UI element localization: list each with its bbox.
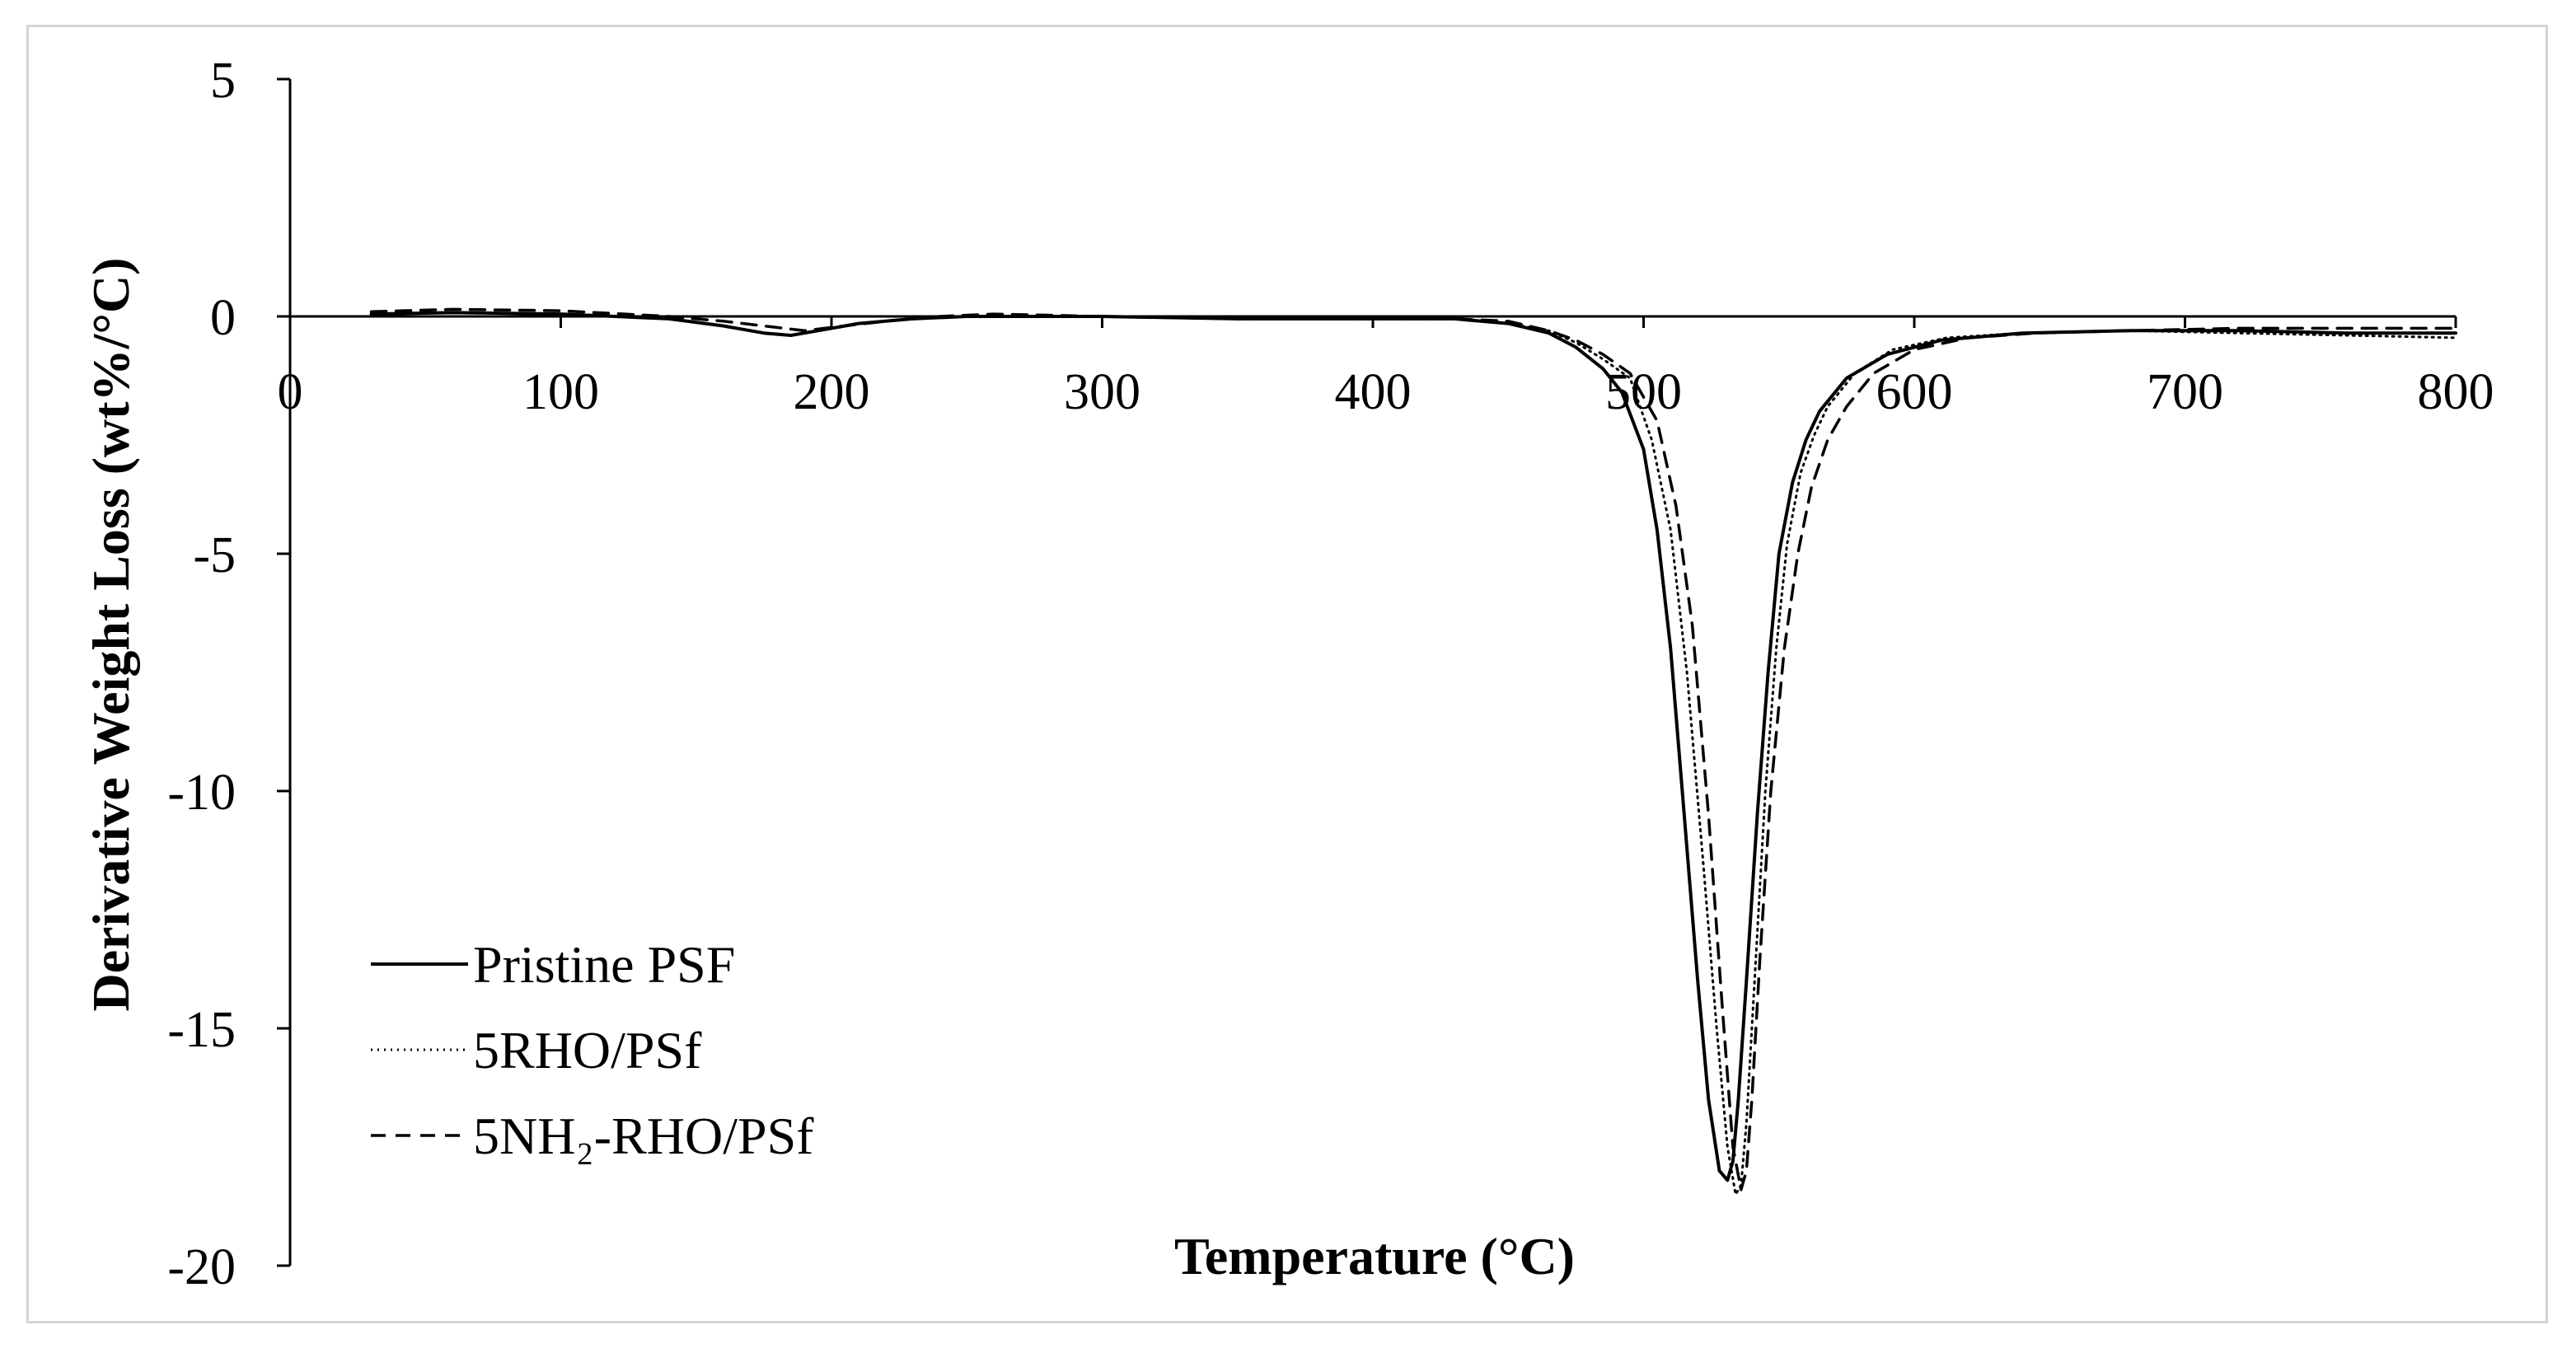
legend: Pristine PSF 5RHO/PSf 5NH₂-RHO/PSf: [371, 935, 814, 1165]
y-tick-label: 5: [210, 53, 236, 109]
x-tick-label: 600: [1876, 364, 1953, 420]
x-tick-label: 200: [794, 364, 870, 420]
x-tick-label: 500: [1605, 364, 1682, 420]
x-tick-label: 300: [1064, 364, 1140, 420]
y-tick-label: -5: [193, 527, 236, 583]
x-tick-label: 400: [1335, 364, 1412, 420]
y-axis-title: Derivative Weight Loss (wt%/°C): [82, 258, 140, 1012]
series-line-5nh-rho-psf: [369, 307, 2457, 1191]
x-tick-label: 0: [278, 364, 303, 420]
y-tick-label: -15: [167, 1002, 236, 1058]
x-axis-title: Temperature (°C): [1174, 1227, 1575, 1285]
chart-frame: [26, 25, 2548, 1323]
x-tick-label: 700: [2147, 364, 2223, 420]
y-tick-label: -20: [167, 1239, 236, 1295]
legend-label-5nh-rho-psf: 5NH₂-RHO/PSf: [473, 1107, 814, 1165]
legend-label-5rho-psf: 5RHO/PSf: [473, 1021, 702, 1079]
y-tick-label: -10: [167, 765, 236, 821]
series-lines: [369, 307, 2457, 1196]
y-tick-label: 0: [210, 290, 236, 346]
x-tick-label: 100: [522, 364, 599, 420]
x-tick-label: 800: [2418, 364, 2494, 420]
legend-label-pristine-psf: Pristine PSF: [473, 935, 735, 994]
